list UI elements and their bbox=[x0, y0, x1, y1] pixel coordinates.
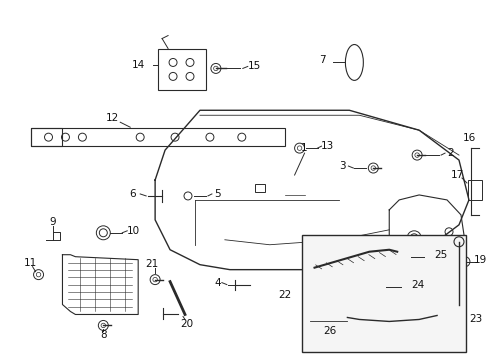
Bar bbox=[30, 128, 62, 146]
Text: 2: 2 bbox=[448, 148, 454, 158]
Text: 4: 4 bbox=[215, 278, 221, 288]
Text: 3: 3 bbox=[339, 161, 346, 171]
Text: 18: 18 bbox=[330, 251, 343, 261]
Text: 21: 21 bbox=[146, 259, 159, 269]
Text: 22: 22 bbox=[278, 289, 292, 300]
Text: 5: 5 bbox=[215, 189, 221, 199]
Bar bbox=[418, 239, 440, 251]
Text: 24: 24 bbox=[411, 280, 424, 289]
Text: 15: 15 bbox=[248, 62, 261, 71]
Text: 14: 14 bbox=[131, 60, 145, 71]
Text: 13: 13 bbox=[321, 141, 334, 151]
Text: 1: 1 bbox=[301, 143, 308, 153]
Bar bbox=[311, 311, 341, 323]
Text: 10: 10 bbox=[126, 226, 140, 236]
Bar bbox=[468, 180, 482, 200]
Text: 7: 7 bbox=[319, 55, 326, 66]
Text: 20: 20 bbox=[180, 319, 194, 329]
Text: 23: 23 bbox=[469, 314, 482, 324]
Text: 6: 6 bbox=[129, 189, 136, 199]
Text: 12: 12 bbox=[106, 113, 119, 123]
Text: 17: 17 bbox=[450, 170, 464, 180]
Bar bbox=[301, 235, 466, 352]
Text: 16: 16 bbox=[463, 133, 476, 143]
Bar bbox=[30, 128, 285, 146]
Bar bbox=[255, 184, 265, 192]
Text: 8: 8 bbox=[100, 330, 107, 341]
Text: 19: 19 bbox=[474, 255, 488, 265]
Text: 25: 25 bbox=[434, 250, 447, 260]
Text: 9: 9 bbox=[49, 217, 56, 227]
Text: 26: 26 bbox=[323, 327, 336, 336]
Text: 11: 11 bbox=[24, 258, 37, 268]
Bar bbox=[455, 303, 463, 311]
Bar bbox=[158, 49, 206, 90]
